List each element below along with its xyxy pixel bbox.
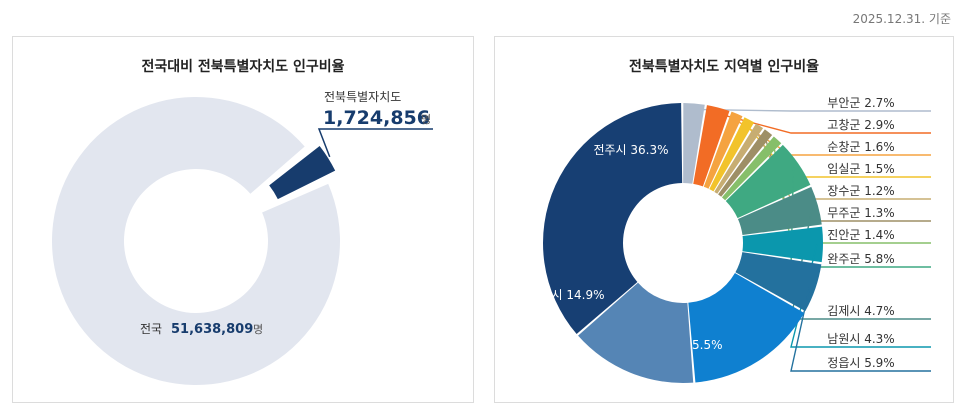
label-national-unit: 명 bbox=[253, 323, 263, 336]
donut-slice-장수군 bbox=[714, 123, 764, 194]
region-ratio-donut-chart: 전주시 36.3% 부안군 2.7% 고창군 2.9% 순창군 1.6% 임실군 1.5… bbox=[529, 96, 931, 383]
donut-slice-김제시 bbox=[737, 186, 822, 236]
data-label-무주군: 무주군 1.3% bbox=[827, 206, 894, 220]
donut-slice-임실군 bbox=[709, 117, 755, 192]
data-label-완주군: 완주군 5.8% bbox=[827, 252, 894, 266]
data-label-순창군: 순창군 1.6% bbox=[827, 140, 894, 154]
label-national-value: 51,638,809 bbox=[171, 322, 253, 337]
basis-date: 2025.12.31. 기준 bbox=[852, 12, 951, 26]
region-ratio-panel: 전북특별자치도 지역별 인구비율 전주시 36.3% 부안군 2.7% 고창군 2.… bbox=[494, 36, 954, 403]
donut-slice-군산시 bbox=[578, 282, 694, 383]
data-label-군산시: 군산시 14.9% bbox=[529, 288, 604, 302]
leader-line-고창군 bbox=[716, 112, 931, 134]
donut-slice-진안군 bbox=[721, 136, 782, 201]
data-label-고창군: 고창군 2.9% bbox=[827, 118, 894, 132]
data-label-남원시: 남원시 4.3% bbox=[827, 332, 894, 346]
donut-slice-완주군 bbox=[725, 144, 811, 219]
leader-line-정읍시 bbox=[790, 286, 931, 372]
label-jeonbuk-value: 1,724,856 bbox=[323, 107, 430, 129]
donut-slice-전주시 bbox=[543, 103, 683, 335]
region-ratio-title: 전북특별자치도 지역별 인구비율 bbox=[628, 59, 820, 75]
data-label-임실군: 임실군 1.5% bbox=[827, 162, 894, 176]
donut-slice-jeonbuk bbox=[269, 145, 336, 200]
donut-slice-무주군 bbox=[718, 129, 773, 197]
data-label-부안군: 부안군 2.7% bbox=[827, 96, 894, 110]
data-label-전주시: 전주시 36.3% bbox=[593, 143, 668, 157]
leader-line-jeonbuk bbox=[317, 128, 433, 158]
data-label-정읍시: 정읍시 5.9% bbox=[827, 356, 894, 370]
donut-slice-national bbox=[51, 96, 340, 385]
donut-slice-순창군 bbox=[703, 111, 743, 189]
label-jeonbuk-unit: 명 bbox=[421, 113, 431, 126]
donut-slice-정읍시 bbox=[735, 252, 822, 312]
leader-line-부안군 bbox=[693, 108, 931, 112]
label-national-name: 전국 bbox=[140, 322, 162, 336]
donut-slice-익산시 bbox=[688, 273, 805, 383]
national-ratio-title: 전국대비 전북특별자치도 인구비율 bbox=[141, 59, 345, 75]
donut-slice-고창군 bbox=[693, 105, 730, 187]
data-label-장수군: 장수군 1.2% bbox=[827, 184, 894, 198]
donut-slice-부안군 bbox=[683, 103, 705, 184]
national-ratio-panel: 전국대비 전북특별자치도 인구비율 전북특별자치도 1,724,856 명 전국 51,… bbox=[12, 36, 474, 403]
label-jeonbuk-name: 전북특별자치도 bbox=[324, 90, 401, 104]
data-label-김제시: 김제시 4.7% bbox=[827, 304, 894, 318]
donut-slice-남원시 bbox=[742, 226, 823, 263]
data-label-진안군: 진안군 1.4% bbox=[827, 228, 894, 242]
